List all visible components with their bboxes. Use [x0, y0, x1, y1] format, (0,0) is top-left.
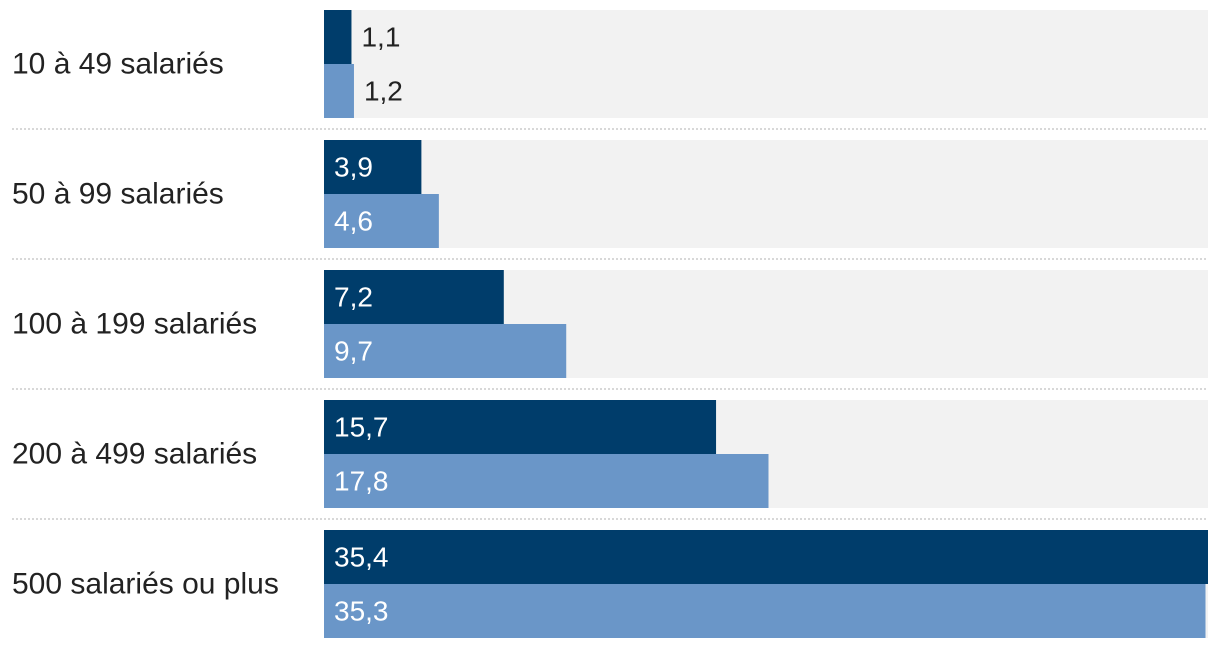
category-label: 200 à 499 salariés	[12, 438, 257, 471]
bar	[324, 454, 769, 508]
category-label: 50 à 99 salariés	[12, 178, 224, 211]
bar	[324, 400, 717, 454]
bar	[324, 530, 1208, 584]
data-label: 17,8	[334, 466, 389, 497]
bar	[324, 270, 504, 324]
data-label: 35,4	[334, 542, 389, 573]
data-label: 1,2	[364, 76, 403, 107]
bar-track	[324, 140, 1208, 248]
bar	[324, 140, 422, 194]
data-label: 35,3	[334, 596, 389, 627]
bar	[324, 584, 1206, 638]
category-label: 500 salariés ou plus	[12, 568, 279, 601]
category-label: 100 à 199 salariés	[12, 308, 257, 341]
category-label: 10 à 49 salariés	[12, 48, 224, 81]
bar	[324, 64, 354, 118]
bar	[324, 194, 439, 248]
bar	[324, 324, 567, 378]
data-label: 7,2	[334, 282, 373, 313]
data-label: 3,9	[334, 152, 373, 183]
bar	[324, 10, 352, 64]
data-label: 9,7	[334, 336, 373, 367]
data-label: 4,6	[334, 206, 373, 237]
data-label: 15,7	[334, 412, 389, 443]
data-label: 1,1	[361, 22, 400, 53]
bar-track	[324, 10, 1208, 118]
